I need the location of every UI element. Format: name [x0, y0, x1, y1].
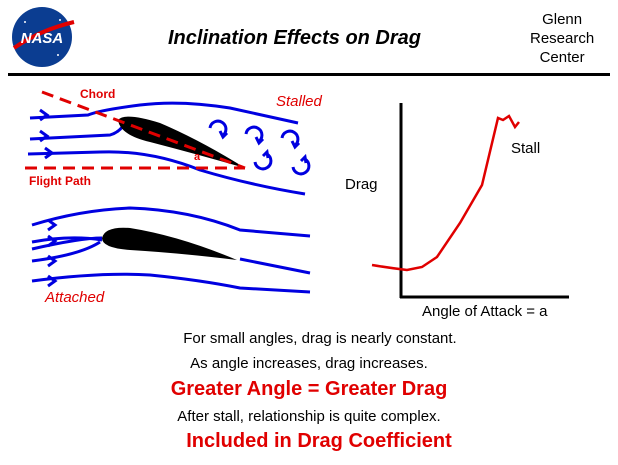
header-divider	[8, 73, 610, 76]
text-line-4: After stall, relationship is quite compl…	[177, 408, 441, 425]
stall-label: Stall	[511, 140, 541, 157]
graph-xlabel: Angle of Attack = a	[422, 303, 548, 320]
flight-path-label: Flight Path	[29, 174, 91, 188]
chord-and-flight-path	[25, 90, 246, 170]
graph-axes	[399, 103, 569, 299]
attached-label: Attached	[45, 289, 105, 306]
text-line-2: As angle increases, drag increases.	[190, 355, 428, 372]
nasa-logo: NASA	[12, 7, 75, 67]
attached-airfoil	[102, 227, 237, 260]
center-line: Center	[539, 49, 585, 66]
attached-streamlines	[31, 206, 311, 294]
center-name: Glenn Research Center	[530, 10, 594, 67]
page-title: Inclination Effects on Drag	[168, 27, 421, 49]
text-line-5: Included in Drag Coefficient	[186, 430, 452, 452]
center-line: Research	[530, 30, 595, 47]
text-line-1: For small angles, drag is nearly constan…	[183, 330, 457, 347]
svg-text:NASA: NASA	[21, 30, 64, 47]
stalled-label: Stalled	[276, 93, 322, 110]
text-line-3: Greater Angle = Greater Drag	[170, 378, 448, 400]
angle-label: a	[194, 151, 201, 163]
center-line: Glenn	[542, 11, 583, 28]
chord-label: Chord	[80, 87, 116, 101]
drag-curve	[371, 114, 520, 272]
graph-ylabel: Drag	[345, 176, 378, 193]
